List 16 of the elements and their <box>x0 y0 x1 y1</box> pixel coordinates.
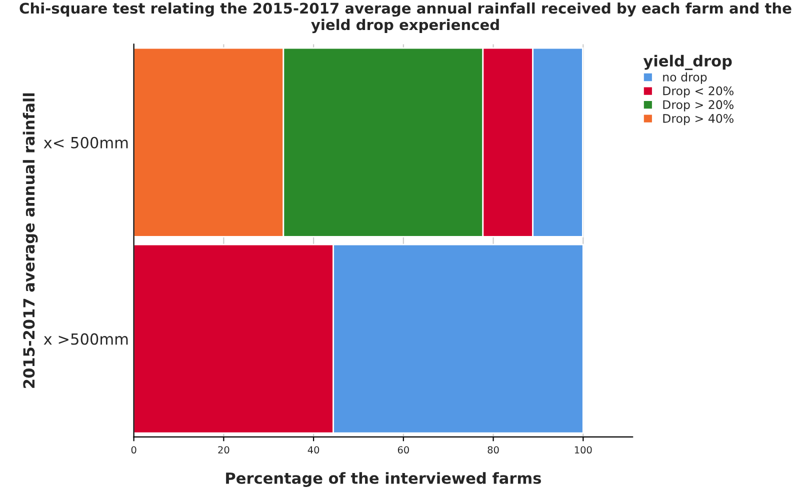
legend-title: yield_drop <box>643 54 732 70</box>
x-tick-label: 80 <box>488 446 499 454</box>
y-axis-title: 2015-2017 average annual rainfall <box>22 93 38 388</box>
legend-label: Drop > 40% <box>663 114 734 126</box>
chart-title: Chi-square test relating the 2015-2017 average annual rainfall received by each farm and the yield drop experienced <box>20 2 792 34</box>
y-tick-label: x< 500mm <box>44 136 128 148</box>
x-axis-title: Percentage of the interviewed farms <box>226 472 541 487</box>
x-tick-label: 20 <box>218 446 230 454</box>
legend-label: Drop > 20% <box>663 100 734 112</box>
legend-label: no drop <box>663 72 707 84</box>
x-tick-label: 40 <box>308 446 320 454</box>
x-tick-label: 0 <box>131 446 136 454</box>
x-tick-label: 60 <box>398 446 409 454</box>
y-tick-label: x >500mm <box>44 333 128 345</box>
x-tick-label: 100 <box>574 446 592 454</box>
legend-label: Drop < 20% <box>663 86 734 98</box>
